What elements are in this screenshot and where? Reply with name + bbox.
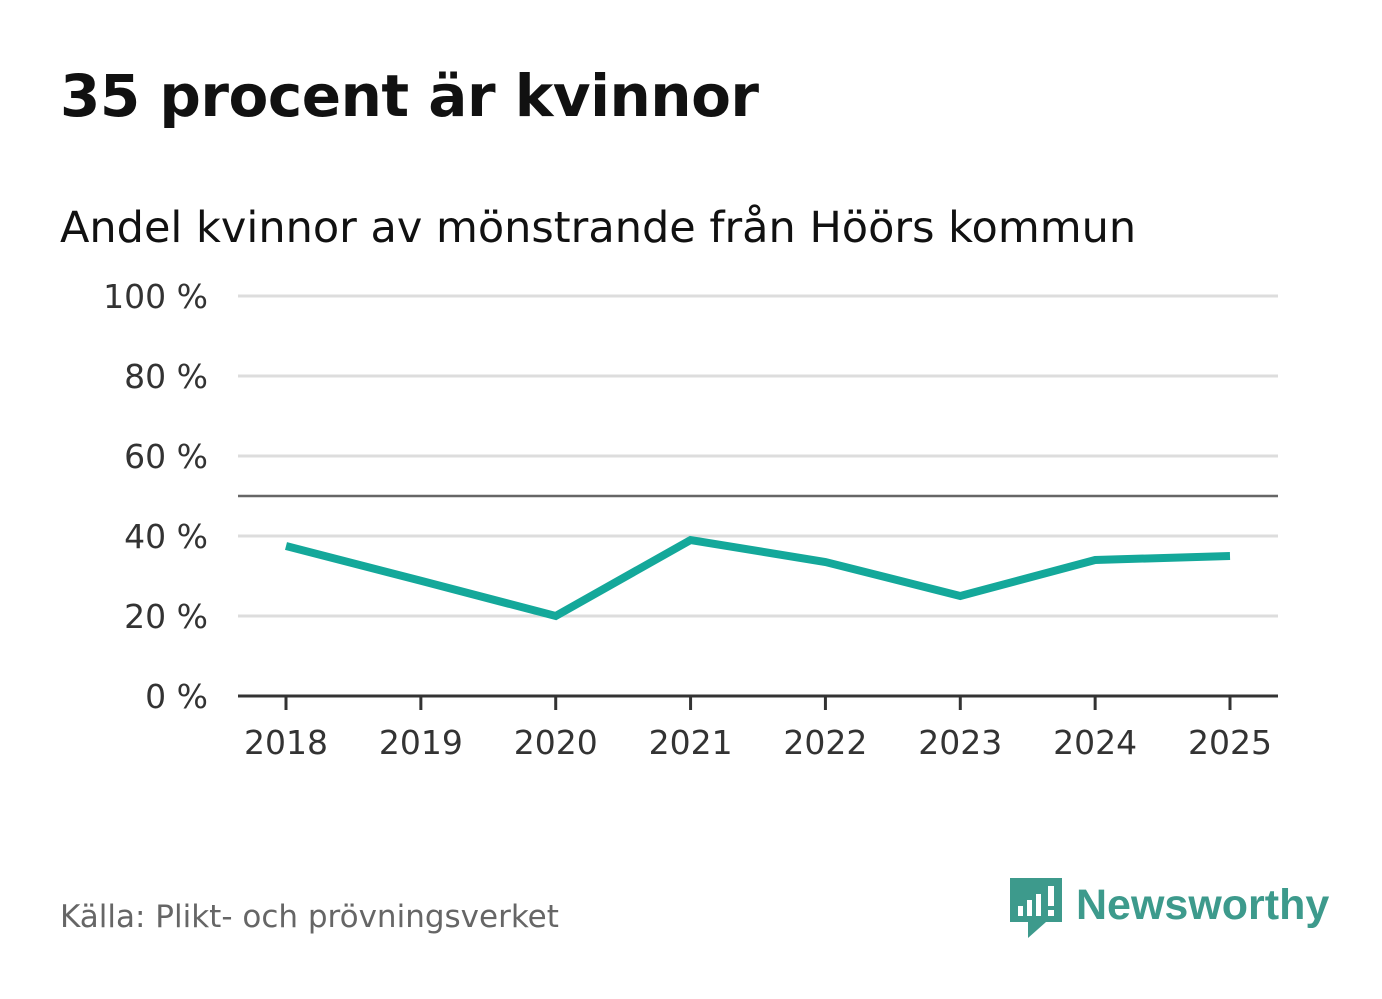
series-group	[285, 535, 1231, 621]
x-axis-ticks: 2018 2019 2020 2021 2022 2023 2024 2025	[244, 696, 1272, 762]
x-tick-label: 2023	[918, 723, 1002, 762]
series-line	[285, 535, 1231, 621]
x-tick-label: 2025	[1188, 723, 1272, 762]
x-tick-label: 2024	[1053, 723, 1137, 762]
chart-subtitle: Andel kvinnor av mönstrande från Höörs k…	[60, 203, 1137, 253]
y-axis-ticks: 0 % 20 % 40 % 60 % 80 % 100 %	[103, 277, 208, 716]
x-tick-label: 2018	[244, 723, 328, 762]
brand-name: Newsworthy	[1076, 880, 1330, 929]
y-tick-label: 40 %	[124, 517, 208, 556]
y-tick-label: 20 %	[124, 597, 208, 636]
x-tick-label: 2019	[379, 723, 463, 762]
x-tick-label: 2021	[649, 723, 733, 762]
x-tick-label: 2020	[514, 723, 598, 762]
y-tick-label: 0 %	[145, 677, 208, 716]
chart-title: 35 procent är kvinnor	[60, 62, 759, 130]
x-tick-label: 2022	[783, 723, 867, 762]
brand: Newsworthy	[1010, 878, 1329, 940]
y-tick-label: 80 %	[124, 357, 208, 396]
y-tick-label: 60 %	[124, 437, 208, 476]
source-note: Källa: Plikt- och prövningsverket	[60, 899, 559, 935]
newsworthy-logo-icon	[1010, 878, 1062, 938]
y-tick-label: 100 %	[103, 277, 208, 316]
grid-lines	[238, 294, 1278, 618]
